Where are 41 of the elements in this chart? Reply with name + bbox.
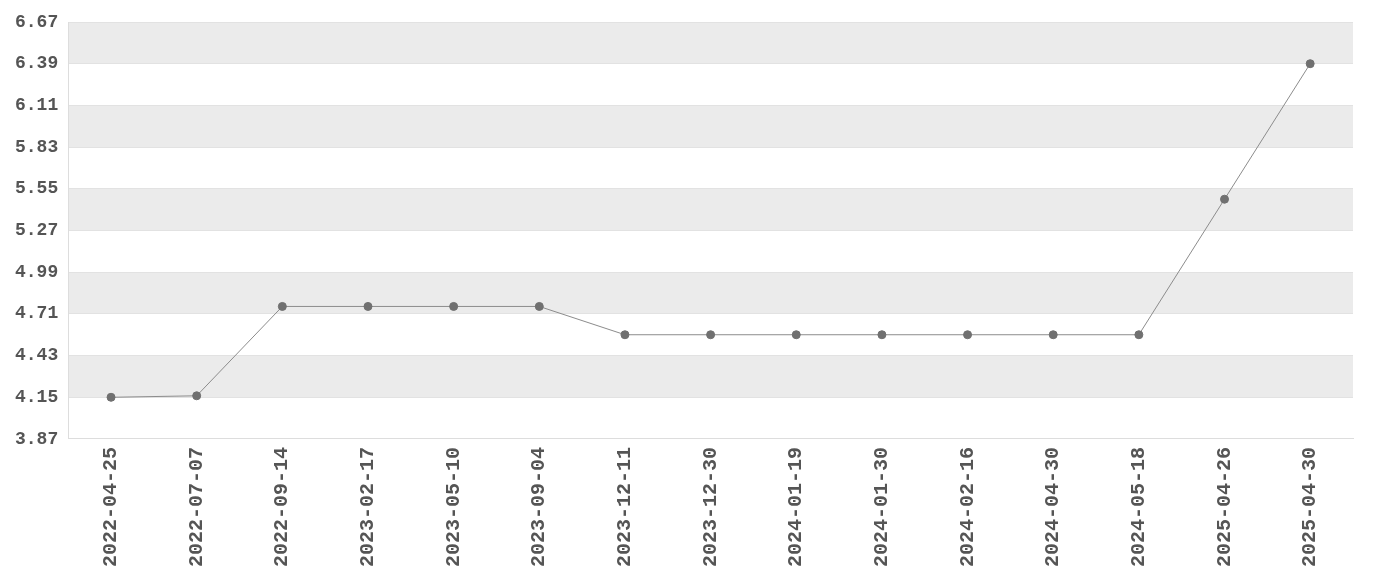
point [1134,330,1144,340]
y-tick-label: 4.43 [14,345,59,366]
point [363,301,373,311]
y-tick-label: 4.99 [14,261,59,282]
x-tick-label: 2024-04-30 [1041,446,1065,568]
y-tick-label: 5.55 [14,178,59,199]
y-tick-label: 6.67 [14,11,59,32]
point [192,391,202,401]
x-tick-label: 2022-07-07 [184,446,208,568]
x-tick-label: 2023-09-04 [527,446,551,568]
point [706,330,716,340]
point [791,330,801,340]
x-tick-label: 2023-12-30 [698,446,722,568]
y-tick-label: 3.87 [14,428,59,449]
x-tick-label: 2023-12-11 [612,446,636,568]
y-tick-label: 4.15 [14,386,59,407]
point [534,301,544,311]
point [106,392,116,402]
point [1048,330,1058,340]
point [1220,194,1230,204]
x-tick-label: 2023-05-10 [441,446,465,568]
point [277,301,287,311]
y-tick-label: 5.27 [14,220,59,241]
y-tick-label: 5.83 [14,136,59,157]
y-tick-label: 6.39 [14,53,59,74]
x-tick-label: 2025-04-30 [1298,446,1322,568]
x-tick-label: 2024-01-19 [784,446,808,568]
point [963,330,973,340]
x-tick-label: 2025-04-26 [1212,446,1236,568]
point [1305,59,1315,69]
x-tick-label: 2024-05-18 [1126,446,1150,568]
y-tick-label: 6.11 [14,94,59,115]
point [449,301,459,311]
x-tick-label: 2022-09-14 [270,446,294,568]
x-tick-label: 2024-01-30 [869,446,893,568]
point [620,330,630,340]
x-tick-label: 2023-02-17 [356,446,380,568]
x-tick-label: 2024-02-16 [955,446,979,568]
point [877,330,887,340]
x-tick-label: 2022-04-25 [99,446,123,568]
y-tick-label: 4.71 [14,303,59,324]
